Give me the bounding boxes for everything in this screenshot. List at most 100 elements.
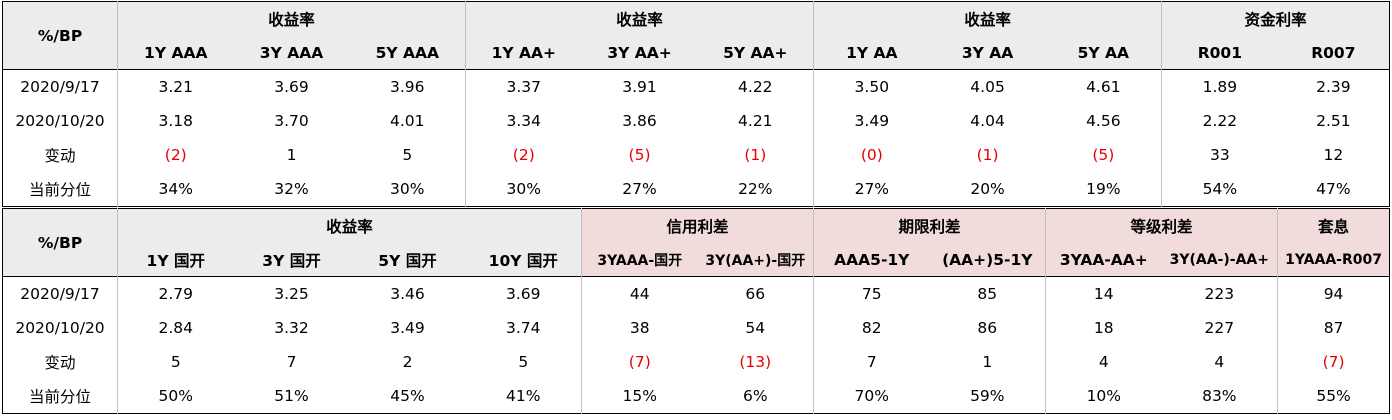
table-cell: 38 [581,311,698,345]
table-cell: (7) [581,345,698,379]
table-body: 2020/9/17 2.79 3.25 3.46 3.69 44 66 75 85 14 223 94… [2,276,1391,414]
table-cell: 4.22 [738,78,773,96]
table-cell: (0) [813,138,930,172]
table-cell: 5 [117,345,234,379]
table-body: 2020/9/17 3.21 3.69 3.96 3.37 3.91 4.22 3.50 4.0… [2,69,1391,207]
table-cell: 33 [1161,138,1278,172]
table-row: 2020/10/20 3.18 3.70 4.01 3.34 3.86 4.21 3.49 4.… [2,104,1391,138]
row-label: 变动 [2,345,118,379]
column-header: 1Y AA [813,36,930,70]
column-header: 10Y 国开 [465,243,582,277]
row-label: 当前分位 [2,172,118,207]
table-cell: 2.84 [117,311,234,345]
table-cell: 3.70 [274,112,309,130]
row-label: 2020/9/17 [2,276,118,311]
table-row: 当前分位 50% 51% 45% 41% 15% 6% 70% 59% 10% 83% 55% [2,379,1391,414]
row-label: 当前分位 [2,379,118,414]
table-cell: 2.22 [1161,104,1278,138]
table-cell: 3.37 [465,69,582,104]
table-cell: 18 [1045,311,1162,345]
group-header: 资金利率 [1161,1,1391,36]
table-cell: 7 [286,353,297,371]
table-row: 2020/9/17 2.79 3.25 3.46 3.69 44 66 75 85 14 223 94 [2,276,1391,311]
table-cell: 15% [581,379,698,414]
table-row: 变动 (2) 1 5 (2) (5) (1) (0) (1) (5) 33 12 [2,138,1391,172]
table-cell: (2) [465,138,582,172]
table-cell: (5) [1092,146,1115,164]
group-header: 收益率 [465,1,814,36]
row-label: 2020/10/20 [2,311,118,345]
table-cell: 70% [813,379,930,414]
table-cell: 6% [742,387,768,405]
column-header: 1Y 国开 [117,243,234,277]
table-cell: 45% [390,387,425,405]
table-cell: 30% [390,180,425,198]
table-cell: 75 [813,276,930,311]
table-cell: 3.18 [117,104,234,138]
column-header: (AA+)5-1Y [929,243,1046,277]
table-cell: 82 [813,311,930,345]
table-cell: 14 [1045,276,1162,311]
table-row: 2020/10/20 2.84 3.32 3.49 3.74 38 54 82 86 18 227 8… [2,311,1391,345]
table-cell: 86 [977,319,998,337]
table-cell: 12 [1277,138,1391,172]
yield-table-top: %/BP 收益率 收益率 收益率 资金利率 1Y AAA 3Y AAA 5Y A… [2,1,1391,207]
spread-table-bottom: %/BP 收益率 信用利差 期限利差 等级利差 套息 1Y 国开 3Y 国开 5… [2,208,1391,414]
table-cell: (1) [976,146,999,164]
group-header: 收益率 [116,1,466,36]
table-row: 变动 5 7 2 5 (7) (13) 7 1 4 4 (7) [2,345,1391,379]
table-cell: 2.79 [117,276,234,311]
table-cell: 3.69 [506,285,541,303]
table-cell: 3.49 [813,104,930,138]
column-header: AAA5-1Y [813,243,930,277]
table-cell: (1) [744,146,767,164]
group-header: 收益率 [116,208,582,243]
table-cell: 27% [622,180,657,198]
table-cell: 83% [1202,387,1237,405]
table-cell: 1 [982,353,993,371]
row-label: 2020/9/17 [2,69,118,104]
column-header: 1YAAA-R007 [1277,243,1391,277]
table-cell: 20% [970,180,1005,198]
table-cell: 4.05 [970,78,1005,96]
table-cell: 3.69 [274,78,309,96]
column-header: 5Y 国开 [349,243,466,277]
table-cell: 1 [286,146,297,164]
table-cell: 51% [274,387,309,405]
table-cell: 34% [117,172,234,207]
table-cell: (5) [628,146,651,164]
table-cell: 1.89 [1161,69,1278,104]
table-cell: 4 [1045,345,1162,379]
table-cell: 3.49 [390,319,425,337]
table-cell: 22% [738,180,773,198]
table-cell: 10% [1045,379,1162,414]
corner-label: %/BP [2,1,118,70]
table-cell: 94 [1277,276,1391,311]
table-cell: 54% [1161,172,1278,207]
table-cell: 87 [1277,311,1391,345]
column-header: R001 [1161,36,1278,70]
column-header: 3Y AAA [233,36,350,70]
table-cell: 3.25 [274,285,309,303]
column-header: 3YAA-AA+ [1045,243,1162,277]
column-header: 3Y 国开 [233,243,350,277]
table-cell: 3.86 [622,112,657,130]
column-header: 3Y(AA-)-AA+ [1161,243,1278,277]
table-cell: 54 [745,319,766,337]
table-row: 当前分位 34% 32% 30% 30% 27% 22% 27% 20% 19% 54% 47% [2,172,1391,207]
table-cell: 44 [581,276,698,311]
table-cell: 3.32 [274,319,309,337]
table-cell: 4.61 [1086,78,1121,96]
table-cell: 41% [506,387,541,405]
table-cell: 4 [1214,353,1225,371]
table-cell: 5 [402,146,413,164]
group-header: 期限利差 [813,208,1046,243]
table-cell: 7 [813,345,930,379]
table-cell: (7) [1277,345,1391,379]
column-header: 5Y AAA [349,36,466,70]
column-header: R007 [1277,36,1391,70]
table-cell: 227 [1204,319,1235,337]
table-cell: 66 [745,285,766,303]
table-cell: 223 [1204,285,1235,303]
group-header: 收益率 [813,1,1162,36]
